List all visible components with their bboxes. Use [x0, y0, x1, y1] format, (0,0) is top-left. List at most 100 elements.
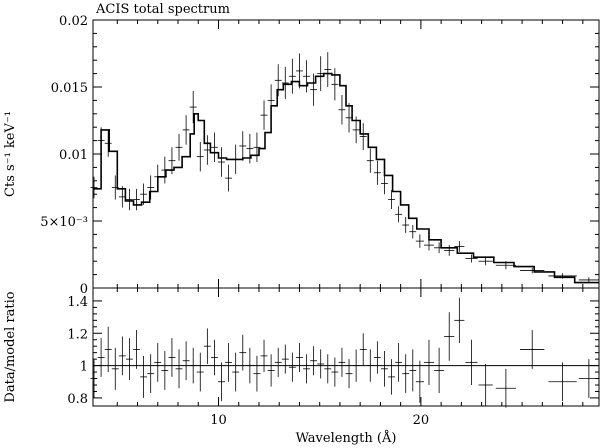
spectrum-data-point — [324, 52, 332, 87]
ratio-data-point — [548, 362, 577, 402]
spectrum-data-point — [260, 100, 268, 130]
spectrum-data-point — [454, 241, 465, 252]
ratio-data-point — [274, 347, 282, 377]
ratio-data-point — [495, 368, 517, 408]
spectrum-data-point — [434, 242, 445, 254]
spectrum-data-point — [478, 257, 493, 266]
ratio-data-point — [125, 338, 133, 381]
bottom-y-tick-label: 1.4 — [67, 295, 88, 310]
ratio-data-point — [253, 355, 261, 392]
spectrum-data-point — [168, 147, 176, 175]
ratio-data-point — [444, 312, 455, 361]
ratio-data-point — [246, 347, 254, 384]
ratio-data-point — [133, 330, 140, 369]
ratio-data-point — [324, 354, 332, 384]
bottom-y-tick-label: 1.2 — [67, 327, 88, 342]
ratio-data-point — [118, 336, 126, 376]
spectrum-data-point — [388, 190, 395, 209]
spectrum-data-point — [444, 245, 455, 256]
top-panel: 0 5×10⁻³ 0.01 0.015 0.02 — [40, 14, 600, 297]
ratio-data-point — [267, 354, 275, 387]
spectrum-data-point — [90, 176, 98, 199]
ratio-data-point — [260, 339, 268, 373]
ratio-data-point — [97, 338, 105, 377]
spectrum-data-point — [402, 216, 410, 234]
spectrum-data-point — [409, 225, 417, 239]
spectrum-data-point — [189, 91, 197, 124]
spectrum-data-point — [133, 188, 140, 211]
ratio-data-point — [415, 360, 424, 403]
top-panel-frame — [92, 19, 600, 289]
ratio-data-point — [465, 339, 478, 385]
spectrum-data-point — [373, 160, 381, 185]
bottom-panel-y-ticks: 0.8 1 1.2 1.4 — [67, 295, 599, 407]
x-tick-label: 20 — [413, 413, 430, 428]
ratio-data-point — [218, 362, 225, 402]
spectrum-data-point — [352, 116, 360, 144]
ratio-data-point — [161, 351, 169, 390]
spectrum-data-point — [175, 133, 183, 161]
ratio-data-point — [210, 339, 218, 376]
ratio-data-point — [303, 354, 310, 384]
ratio-data-point — [90, 359, 98, 398]
spectrum-data-point — [274, 64, 282, 97]
ratio-data-point — [520, 330, 545, 369]
ratio-data-point — [331, 357, 339, 387]
spectrum-data-points — [90, 52, 599, 283]
spectrum-data-point — [111, 175, 119, 200]
bottom-y-axis-title: Data/model ratio — [3, 291, 18, 402]
x-axis-title: Wavelength (Å) — [296, 430, 397, 446]
ratio-data-point — [189, 347, 197, 384]
spectrum-data-point — [267, 84, 275, 117]
spectrum-data-point — [97, 127, 105, 154]
ratio-data-point — [373, 341, 381, 374]
spectrum-data-point — [118, 186, 126, 208]
ratio-data-point — [345, 359, 353, 389]
ratio-data-point — [175, 349, 183, 389]
top-panel-minor-ticks — [116, 20, 584, 288]
ratio-data-point — [281, 344, 289, 374]
spectrum-data-point — [203, 135, 211, 165]
ratio-data-point — [338, 347, 346, 377]
ratio-data-point — [168, 338, 176, 377]
model-curve-group — [93, 72, 599, 284]
spectrum-data-point — [182, 115, 190, 145]
spectrum-data-point — [140, 183, 148, 205]
top-y-tick-label: 0 — [80, 282, 88, 297]
spectrum-data-point — [161, 156, 169, 184]
bottom-panel-frame — [92, 287, 600, 407]
spectrum-data-point — [395, 206, 403, 223]
ratio-data-point — [578, 359, 599, 398]
spectrum-data-point — [296, 53, 303, 89]
x-tick-labels: 10 20 — [210, 413, 429, 428]
spectrum-data-point — [359, 123, 367, 150]
spectrum-data-point — [317, 56, 325, 92]
top-y-tick-label: 0.015 — [51, 81, 88, 96]
spectrum-data-point — [210, 132, 218, 163]
spectrum-data-point — [281, 66, 289, 100]
ratio-data-point — [402, 354, 410, 394]
ratio-data-point — [232, 352, 240, 392]
spectrum-data-point — [331, 68, 339, 101]
spectrum-data-point — [366, 148, 374, 173]
ratio-data-point — [423, 339, 435, 385]
top-y-tick-label: 0.02 — [59, 14, 88, 29]
spectrum-data-point — [548, 273, 577, 279]
spectrum-data-point — [381, 172, 388, 195]
spectrum-data-point — [578, 277, 599, 283]
ratio-data-point — [203, 328, 211, 364]
ratio-data-point — [359, 333, 367, 366]
ratio-data-point — [288, 352, 296, 382]
spectrum-data-point — [415, 234, 424, 248]
ratio-data-point — [478, 363, 493, 406]
ratio-data-point — [225, 342, 233, 382]
top-panel-y-ticks: 0 5×10⁻³ 0.01 0.015 0.02 — [40, 14, 599, 297]
ratio-data-point — [182, 341, 190, 381]
model-curve — [93, 72, 599, 284]
ratio-data-point — [196, 352, 204, 392]
spectrum-data-point — [104, 129, 112, 157]
ratio-data-point — [317, 349, 325, 379]
x-tick-label: 10 — [210, 413, 227, 428]
spectrum-data-point — [465, 254, 478, 263]
